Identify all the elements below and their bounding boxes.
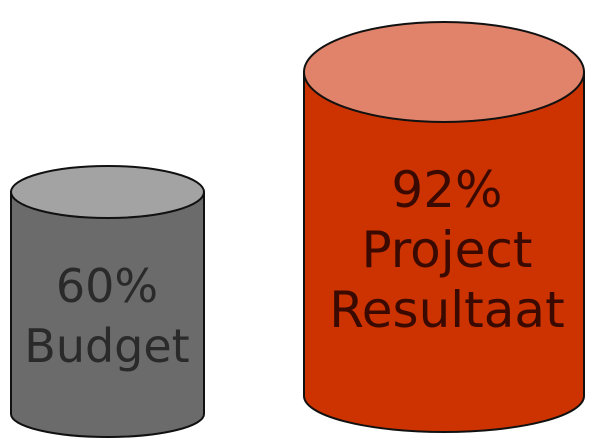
project-resultaat-cylinder: 92% Project Resultaat <box>303 21 585 433</box>
project-resultaat-name-label-2: Resultaat <box>329 281 564 339</box>
project-resultaat-cylinder-top <box>303 21 585 123</box>
project-resultaat-name-label: Project <box>361 221 532 279</box>
project-resultaat-percent-label: 92% <box>391 161 502 219</box>
budget-cylinder-body <box>10 191 205 438</box>
budget-name-label: Budget <box>24 319 189 373</box>
project-resultaat-cylinder-body <box>303 71 585 433</box>
budget-cylinder-top <box>10 165 205 219</box>
budget-percent-label: 60% <box>56 259 158 313</box>
budget-cylinder: 60% Budget <box>10 165 205 438</box>
